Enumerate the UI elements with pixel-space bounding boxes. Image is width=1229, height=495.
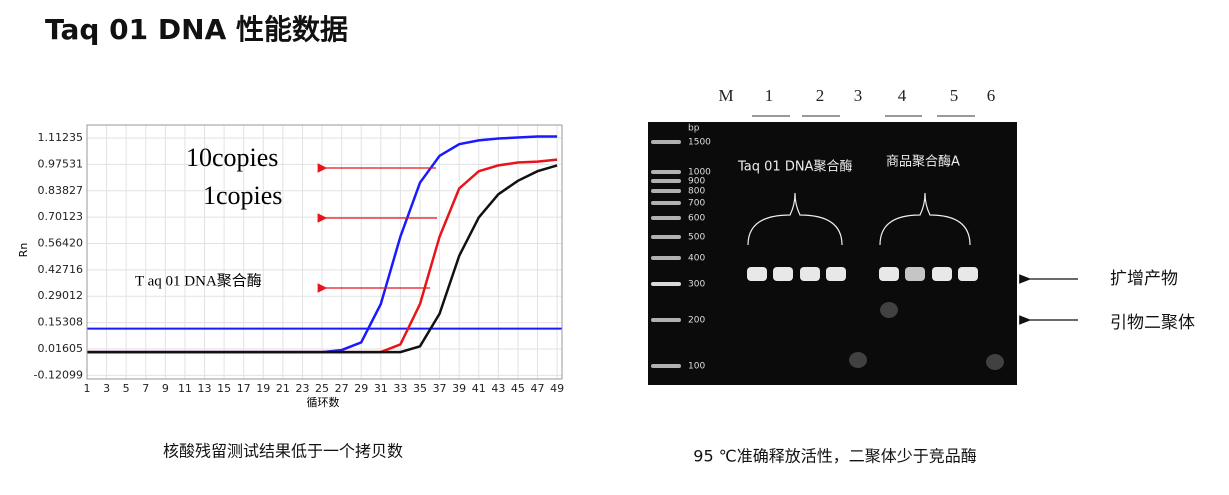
ladder-band: [651, 235, 681, 239]
ladder-label: 700: [688, 199, 705, 209]
ladder-band: [651, 140, 681, 144]
x-tick-label: 19: [256, 382, 270, 395]
ladder-band: [651, 216, 681, 220]
y-tick-label: 0.70123: [38, 210, 84, 223]
x-tick-label: 35: [413, 382, 427, 395]
x-tick-label: 7: [142, 382, 149, 395]
annotation: T aq 01 DNA聚合酶: [135, 272, 262, 289]
x-tick-label: 27: [335, 382, 349, 395]
y-tick-label: 0.29012: [38, 289, 84, 302]
x-tick-label: 23: [295, 382, 309, 395]
plot-area: [86, 124, 563, 380]
product-band: [932, 267, 952, 281]
x-tick-label: 1: [84, 382, 91, 395]
ladder-label: 800: [688, 187, 705, 197]
x-tick-label: 9: [162, 382, 169, 395]
x-tick-label: 3: [103, 382, 110, 395]
y-axis-label: Rn: [17, 243, 30, 258]
ladder-band: [651, 282, 681, 286]
x-tick-label: 43: [491, 382, 505, 395]
ladder-label: 1000: [688, 168, 711, 178]
ladder-label: 300: [688, 280, 705, 290]
product-band: [958, 267, 978, 281]
annotation: 1copies: [203, 181, 282, 210]
x-tick-label: 13: [198, 382, 212, 395]
ladder-band: [651, 364, 681, 368]
x-tick-label: 49: [550, 382, 564, 395]
y-tick-label: 1.11235: [38, 131, 84, 144]
group-label: 商品聚合酶A: [886, 154, 960, 170]
ladder-label: bp: [688, 124, 700, 134]
ladder-band: [651, 170, 681, 174]
product-band: [747, 267, 767, 281]
lane-label: 4: [898, 86, 907, 105]
lane-label: 5: [950, 86, 959, 105]
x-tick-label: 45: [511, 382, 525, 395]
ladder-band: [651, 189, 681, 193]
caption: 核酸残留测试结果低于一个拷贝数: [163, 442, 403, 461]
ladder-band: [651, 318, 681, 322]
plot-frame: [86, 124, 563, 380]
group-label: Taq 01 DNA聚合酶: [737, 159, 852, 175]
brace: [747, 192, 843, 246]
ladder-label: 400: [688, 254, 705, 264]
chart-annotations: 10copies 1copies T aq 01 DNA聚合酶: [135, 143, 437, 293]
title: Taq 01 DNA 性能数据: [45, 13, 348, 46]
x-tick-label: 25: [315, 382, 329, 395]
product-band: [826, 267, 846, 281]
lane-label: 3: [854, 86, 863, 105]
brace: [879, 192, 971, 246]
ladder-label: 600: [688, 214, 705, 224]
dimer-smear: [849, 352, 867, 368]
y-tick-label: -0.12099: [34, 368, 83, 381]
ladder-band: [651, 256, 681, 260]
qpcr-chart: 1.11235 0.97531 0.83827 0.70123 0.56420 0.427…: [34, 124, 564, 395]
ladder-band: [651, 201, 681, 205]
ladder-label: 500: [688, 233, 705, 243]
lane-label: 6: [987, 86, 996, 105]
x-tick-label: 33: [393, 382, 407, 395]
x-tick-label: 21: [276, 382, 290, 395]
product-band: [773, 267, 793, 281]
ladder-label: 100: [688, 362, 705, 372]
x-tick-label: 31: [374, 382, 388, 395]
caption: 95 ℃准确释放活性，二聚体少于竞品酶: [693, 447, 976, 466]
lane-label: 2: [816, 86, 825, 105]
lane-label: 1: [765, 86, 774, 105]
gel-label: 扩增产物: [1110, 269, 1178, 289]
x-tick-label: 47: [531, 382, 545, 395]
product-band: [879, 267, 899, 281]
ladder-band: [651, 179, 681, 183]
x-tick-label: 41: [472, 382, 486, 395]
x-tick-label: 29: [354, 382, 368, 395]
x-tick-label: 39: [452, 382, 466, 395]
x-tick-label: 11: [178, 382, 192, 395]
dimer-smear: [986, 354, 1004, 370]
x-tick-label: 37: [433, 382, 447, 395]
lane-label: M: [718, 86, 733, 105]
y-tick-label: 0.56420: [38, 236, 84, 249]
x-axis-label: 循环数: [307, 396, 340, 409]
dimer-smear: [880, 302, 898, 318]
ladder-label: 900: [688, 177, 705, 187]
product-band: [800, 267, 820, 281]
annotation: 10copies: [186, 143, 278, 172]
product-band: [905, 267, 925, 281]
x-tick-label: 15: [217, 382, 231, 395]
ladder-label: 200: [688, 316, 705, 326]
x-tick-label: 5: [123, 382, 130, 395]
y-tick-label: 0.01605: [38, 342, 84, 355]
curve: [87, 164, 558, 354]
gel-label: 引物二聚体: [1110, 313, 1195, 333]
ladder-label: 1500: [688, 138, 711, 148]
y-tick-label: 0.15308: [38, 316, 84, 329]
gel: [648, 122, 1017, 385]
y-tick-label: 0.83827: [38, 184, 84, 197]
y-tick-label: 0.97531: [38, 157, 84, 170]
x-tick-label: 17: [237, 382, 251, 395]
y-tick-label: 0.42716: [38, 263, 84, 276]
